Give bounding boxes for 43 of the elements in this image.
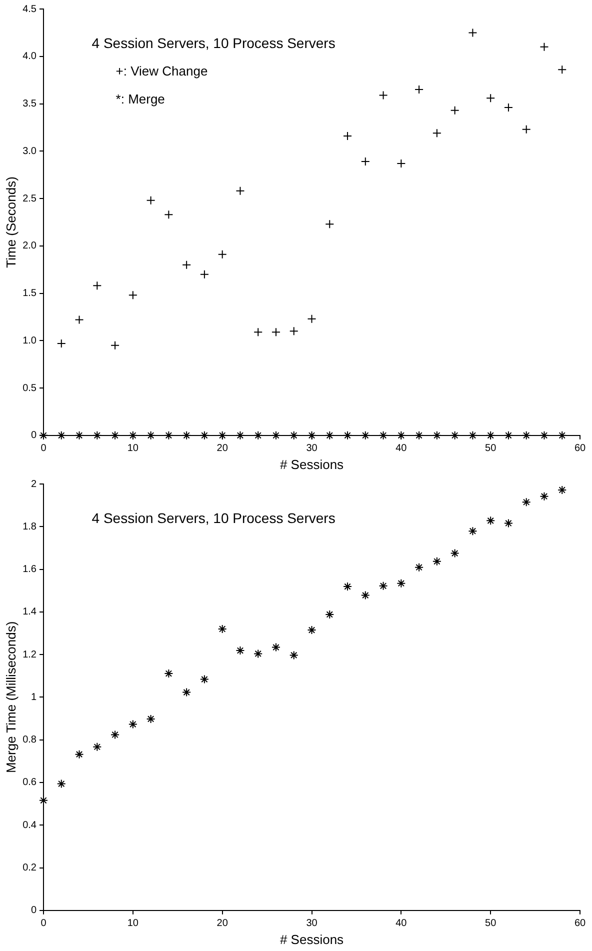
x-tick-label: 30 (306, 443, 318, 454)
y-tick-label: 0 (30, 430, 37, 442)
y-axis-title: Merge Time (Milliseconds) (3, 621, 18, 774)
x-tick-label: 50 (485, 443, 497, 454)
annotation: 4 Session Servers, 10 Process Servers (92, 34, 336, 51)
annotation: +: View Change (116, 64, 208, 79)
y-tick-label: 0 (30, 905, 37, 916)
y-tick-label: 4.5 (22, 4, 37, 15)
x-axis-title: # Sessions (280, 932, 344, 947)
y-tick-label: 3.0 (22, 146, 37, 157)
x-tick-label: 0 (40, 443, 47, 454)
x-tick-label: 0 (40, 918, 47, 930)
y-tick-label: 1.4 (22, 606, 37, 618)
x-tick-label: 20 (216, 918, 228, 930)
x-tick-label: 30 (306, 918, 318, 930)
y-tick-label: 2.5 (22, 193, 37, 204)
x-tick-label: 60 (574, 918, 586, 930)
y-tick-label: 2.0 (22, 240, 37, 252)
y-tick-label: 1.6 (22, 564, 37, 576)
y-tick-label: 1 (30, 692, 37, 703)
y-tick-label: 2 (30, 478, 37, 490)
y-tick-label: 1.0 (22, 335, 37, 346)
x-tick-label: 40 (396, 918, 408, 930)
y-tick-label: 0.2 (22, 862, 37, 874)
y-axis-title: Time (Seconds) (3, 176, 18, 268)
x-tick-label: 10 (127, 443, 139, 454)
y-tick-label: 3.5 (22, 98, 37, 110)
y-tick-label: 0.4 (22, 820, 37, 831)
x-tick-label: 60 (574, 443, 586, 454)
y-tick-label: 1.8 (22, 521, 37, 532)
x-tick-label: 40 (396, 443, 408, 454)
x-axis-title: # Sessions (280, 456, 344, 472)
x-tick-label: 50 (485, 918, 497, 930)
y-tick-label: 0.5 (22, 382, 37, 394)
annotation: *: Merge (116, 92, 165, 107)
y-tick-label: 0.6 (22, 777, 37, 788)
x-tick-label: 10 (127, 918, 139, 930)
y-tick-label: 1.2 (22, 649, 37, 660)
x-tick-label: 20 (216, 443, 228, 454)
y-tick-label: 1.5 (22, 288, 37, 300)
annotation: 4 Session Servers, 10 Process Servers (92, 510, 336, 526)
y-tick-label: 0.8 (22, 734, 37, 746)
y-tick-label: 4.0 (22, 51, 37, 62)
